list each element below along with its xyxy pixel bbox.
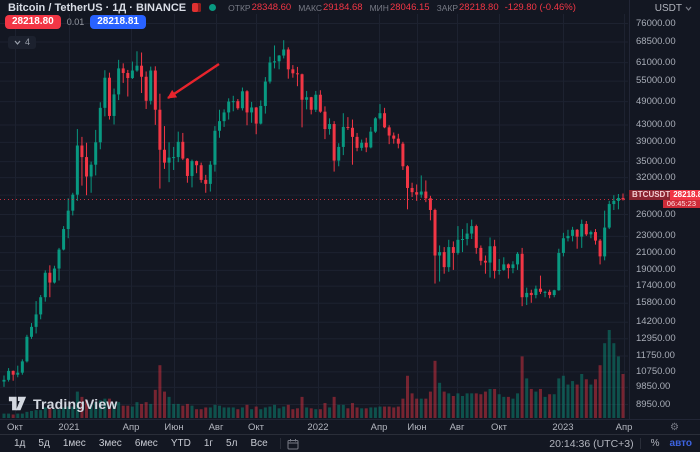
toolbar-divider <box>639 438 641 449</box>
ohlc-field: МИН 28046.15 <box>370 2 430 13</box>
ohlc-value: 28046.15 <box>389 2 430 13</box>
go-to-date-calendar-icon[interactable] <box>287 438 299 450</box>
price-axis-label: 39000.00 <box>636 136 676 148</box>
clock-timezone-button[interactable]: 20:14:36 (UTC+3) <box>549 437 634 450</box>
time-axis-label: 2022 <box>307 422 329 433</box>
ohlc-label: ЗАКР <box>436 2 458 13</box>
toolbar-divider <box>279 438 281 449</box>
price-axis-label: 9850.00 <box>636 381 671 393</box>
price-axis-label: 68500.00 <box>636 36 676 47</box>
chart-legend: Bitcoin / TetherUS · 1Д · BINANCE ОТКР 28… <box>8 1 576 14</box>
price-axis-label: 35000.00 <box>636 155 676 167</box>
buy-price-button[interactable]: 28218.81 <box>90 15 146 29</box>
range-button-1мес[interactable]: 1мес <box>62 438 86 449</box>
time-axis-label: Окт <box>6 422 24 433</box>
chart-overlays <box>0 63 628 200</box>
tradingview-logo-icon <box>8 396 27 411</box>
price-axis-label: 14200.00 <box>636 316 676 328</box>
time-axis-label: Июн <box>407 422 427 433</box>
chevron-down-icon <box>685 6 692 11</box>
ohlc-value: 28218.80 <box>459 2 499 13</box>
ohlc-label: ОТКР <box>228 2 251 13</box>
ohlc-values: ОТКР 28348.60 МАКС 29184.68 МИН 28046.15 ЗАКР 2… <box>228 2 498 13</box>
time-axis-label: 2023 <box>552 422 574 433</box>
spread-value: 0.01 <box>66 17 85 27</box>
time-axis-label: Апр <box>122 422 140 433</box>
volume-series <box>2 330 625 418</box>
price-change: -129.80 (-0.46%) <box>504 2 576 13</box>
range-button-1г[interactable]: 1г <box>203 438 214 449</box>
time-axis-label: Окт <box>247 422 265 433</box>
collapse-count: 4 <box>25 37 31 47</box>
ohlc-field: ОТКР 28348.60 <box>228 2 291 13</box>
chevron-down-icon <box>14 40 21 45</box>
time-axis-label: 2021 <box>58 422 80 433</box>
price-axis-label: 55000.00 <box>636 75 676 87</box>
indicators-collapse-button[interactable]: 4 <box>8 36 37 49</box>
range-button-5д[interactable]: 5д <box>38 438 50 449</box>
ohlc-value: 29184.68 <box>322 2 363 13</box>
ohlc-field: ЗАКР 28218.80 <box>437 2 499 13</box>
price-axis-label: 12950.00 <box>636 332 676 344</box>
price-axis-label: 76000.00 <box>636 17 676 29</box>
ohlc-label: МИН <box>369 2 389 13</box>
last-price-tag: BTCUSDT 28218.80 06:45:23 <box>629 190 700 209</box>
price-axis-label: 61000.00 <box>636 56 676 68</box>
bid-ask-row: 28218.80 0.01 28218.81 <box>5 15 146 29</box>
time-axis-label: Окт <box>490 422 508 433</box>
price-axis-label: 32000.00 <box>636 171 676 183</box>
price-axis-label: 10750.00 <box>636 365 676 377</box>
grid-lines <box>0 14 628 418</box>
range-button-5л[interactable]: 5л <box>226 438 238 449</box>
ohlc-label: МАКС <box>298 2 322 13</box>
currency-label: USDT <box>654 3 682 14</box>
trend-arrow-annotation[interactable] <box>167 63 220 99</box>
tag-symbol: BTCUSDT <box>629 190 671 201</box>
sell-price-button[interactable]: 28218.80 <box>5 15 61 29</box>
ohlc-field: МАКС 29184.68 <box>298 2 362 13</box>
price-axis-label: 17400.00 <box>636 280 676 292</box>
price-axis-label: 11750.00 <box>636 350 675 362</box>
price-axis-label: 8950.00 <box>636 398 671 410</box>
price-chart-canvas[interactable] <box>0 0 700 419</box>
candlestick-series <box>2 40 625 387</box>
symbol-title[interactable]: Bitcoin / TetherUS · 1Д · BINANCE <box>8 1 187 14</box>
range-button-6мес[interactable]: 6мес <box>134 438 158 449</box>
price-axis-label: 23000.00 <box>636 230 676 242</box>
price-axis-label: 49000.00 <box>636 95 676 107</box>
tag-price: 28218.80 <box>670 190 700 201</box>
percent-scale-button[interactable]: % <box>650 438 660 449</box>
market-status-icon[interactable] <box>209 4 217 11</box>
price-axis-label: 26000.00 <box>636 208 676 220</box>
bottom-toolbar: 1д 5д 1мес 3мес 6мес YTD 1г 5л Все 20:14:36 (UTC… <box>0 434 700 452</box>
exchange-logo-icon <box>192 3 202 12</box>
auto-scale-button[interactable]: авто <box>669 438 692 449</box>
price-axis-label: 43000.00 <box>636 118 676 130</box>
range-button-1д[interactable]: 1д <box>14 438 26 449</box>
time-axis-label: Авг <box>449 422 465 433</box>
range-button-3мес[interactable]: 3мес <box>98 438 122 449</box>
range-button-Все[interactable]: Все <box>250 438 268 449</box>
bar-countdown: 06:45:23 <box>662 200 700 209</box>
tradingview-watermark[interactable]: TradingView <box>8 395 117 412</box>
time-axis-label: Апр <box>370 422 388 433</box>
price-axis-label: 19000.00 <box>636 264 676 276</box>
time-axis-label: Апр <box>615 422 633 433</box>
currency-selector[interactable]: USDT <box>655 3 692 14</box>
price-axis-label: 15800.00 <box>636 297 676 309</box>
axis-settings-gear-icon[interactable]: ⚙ <box>670 422 679 433</box>
range-button-YTD[interactable]: YTD <box>170 438 191 449</box>
time-axis[interactable]: ⚙ Окт 2021 Апр Июн Авг Окт 2022 Апр Июн Авг Окт 202… <box>0 419 700 435</box>
ohlc-value: 28348.60 <box>251 2 292 13</box>
date-range-buttons: 1д 5д 1мес 3мес 6мес YTD 1г 5л Все <box>8 436 274 451</box>
watermark-text: TradingView <box>33 395 118 412</box>
time-axis-label: Авг <box>208 422 224 433</box>
price-axis[interactable]: USDT 76000.00 68500.00 61000.00 55000.00 490… <box>629 0 700 419</box>
price-axis-label: 21000.00 <box>636 246 676 258</box>
time-axis-label: Июн <box>164 422 184 433</box>
